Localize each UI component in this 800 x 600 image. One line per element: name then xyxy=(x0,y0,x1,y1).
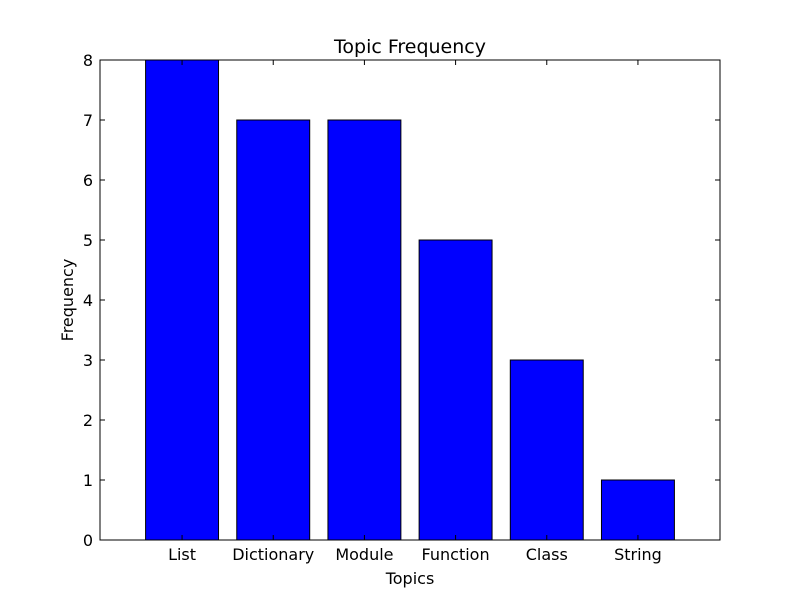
y-tick-label: 0 xyxy=(83,531,93,550)
x-axis-ticks: List Dictionary Module Function Class String xyxy=(168,60,662,564)
x-tick-label: List xyxy=(168,545,196,564)
bar-function xyxy=(418,239,493,541)
x-tick-label: Class xyxy=(526,545,568,564)
bar-class xyxy=(509,359,584,541)
x-tick-label: String xyxy=(614,545,662,564)
y-tick-label: 6 xyxy=(83,171,93,190)
x-axis-label: Topics xyxy=(385,569,435,588)
bar-list xyxy=(145,59,220,541)
y-tick-label: 1 xyxy=(83,471,93,490)
y-axis-ticks: 0 1 2 3 4 5 6 7 8 xyxy=(83,51,720,550)
y-tick-label: 5 xyxy=(83,231,93,250)
y-tick-label: 7 xyxy=(83,111,93,130)
bars-group xyxy=(145,59,675,541)
y-tick-label: 8 xyxy=(83,51,93,70)
x-tick-label: Function xyxy=(422,545,490,564)
y-tick-label: 2 xyxy=(83,411,93,430)
bar-dictionary xyxy=(236,119,311,541)
x-tick-label: Module xyxy=(335,545,393,564)
bar-string xyxy=(600,479,675,541)
y-tick-label: 3 xyxy=(83,351,93,370)
x-tick-label: Dictionary xyxy=(232,545,314,564)
y-tick-label: 4 xyxy=(83,291,93,310)
bar-module xyxy=(327,119,402,541)
y-axis-label: Frequency xyxy=(58,259,77,342)
chart-title: Topic Frequency xyxy=(333,36,486,58)
